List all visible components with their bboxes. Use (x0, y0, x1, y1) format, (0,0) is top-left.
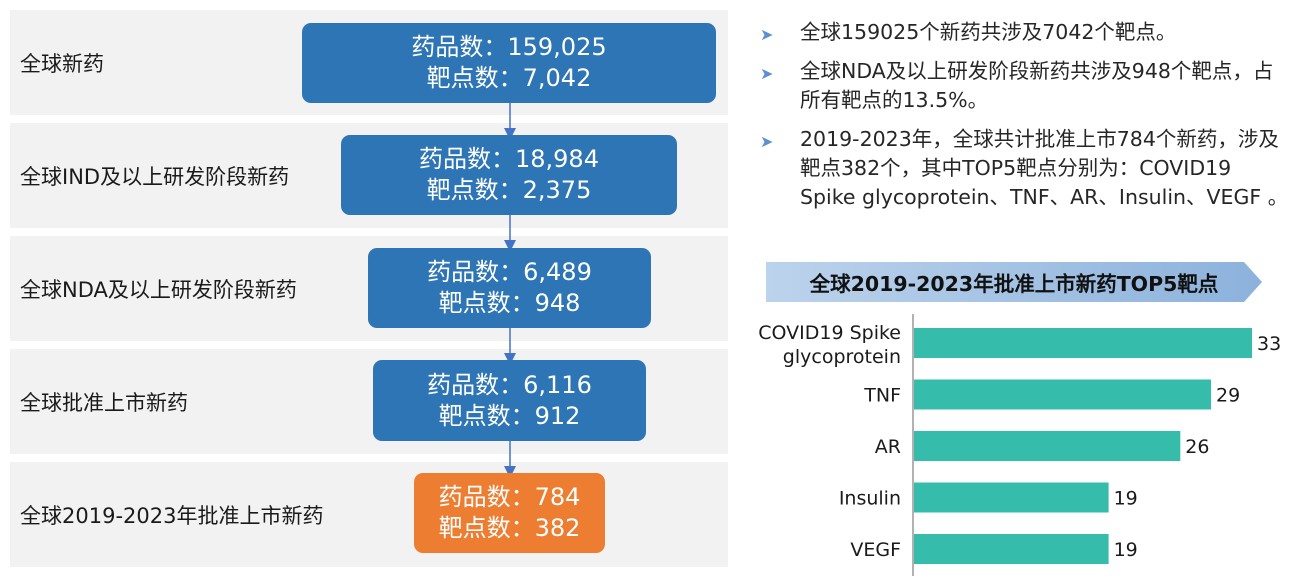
bar (914, 534, 1109, 564)
funnel-box-nda-stage: 药品数：6,489 靶点数：948 (368, 248, 651, 328)
top5-targets-bar-chart: 33 COVID19 Spike glycoprotein 29 TNF 26 AR 19 In… (758, 314, 1281, 576)
target-count: 靶点数：382 (438, 514, 581, 542)
category-label: VEGF (850, 539, 901, 561)
triangle-right-icon: ➤ (760, 132, 774, 151)
triangle-right-icon: ➤ (760, 64, 774, 83)
funnel-row-label: 全球2019-2023年批准上市新药 (20, 503, 324, 528)
bullet-item: ➤ 全球NDA及以上研发阶段新药共涉及948个靶点，占所有靶点的13.5%。 (760, 57, 1290, 115)
funnel-row-label: 全球IND及以上研发阶段新药 (20, 164, 290, 189)
bullet-text: 2019-2023年，全球共计批准上市784个新药，涉及靶点382个，其中TOP… (800, 127, 1289, 209)
funnel-connector-arrows (504, 103, 516, 478)
bullet-text: 全球NDA及以上研发阶段新药共涉及948个靶点，占所有靶点的13.5%。 (800, 59, 1274, 112)
funnel-box-approved: 药品数：6,116 靶点数：912 (373, 360, 646, 441)
data-label: 29 (1216, 385, 1240, 407)
target-count: 靶点数：7,042 (426, 64, 592, 92)
funnel-box-approved-2019-2023: 药品数：784 靶点数：382 (414, 473, 605, 553)
drug-count: 药品数：6,489 (427, 258, 592, 286)
bar (914, 482, 1109, 513)
target-count: 靶点数：2,375 (426, 176, 592, 204)
bullet-text: 全球159025个新药共涉及7042个靶点。 (800, 20, 1177, 44)
bar (914, 379, 1212, 410)
funnel-row-label: 全球批准上市新药 (20, 390, 188, 415)
funnel-box-ind-stage: 药品数：18,984 靶点数：2,375 (341, 135, 677, 215)
drug-count: 药品数：18,984 (419, 145, 599, 173)
funnel-row-label: 全球新药 (20, 51, 104, 76)
drug-count: 药品数：784 (438, 483, 581, 511)
drug-count: 药品数：159,025 (411, 33, 607, 61)
target-count: 靶点数：948 (438, 289, 581, 317)
category-label: Insulin (839, 488, 901, 510)
category-label: AR (875, 436, 901, 458)
funnel-row-label: 全球NDA及以上研发阶段新药 (20, 277, 297, 302)
data-label: 33 (1257, 333, 1281, 355)
bullet-item: ➤ 全球159025个新药共涉及7042个靶点。 (760, 18, 1290, 47)
bar (914, 328, 1252, 358)
bullet-item: ➤ 2019-2023年，全球共计批准上市784个新药，涉及靶点382个，其中T… (760, 125, 1290, 212)
drug-count: 药品数：6,116 (427, 370, 592, 399)
bar (914, 431, 1181, 461)
category-label: COVID19 Spike glycoprotein (758, 322, 901, 368)
funnel-box-global-new-drugs: 药品数：159,025 靶点数：7,042 (302, 23, 716, 103)
chart-title-banner: 全球2019-2023年批准上市新药TOP5靶点 (766, 262, 1262, 302)
data-label: 26 (1185, 436, 1209, 458)
data-label: 19 (1114, 488, 1138, 510)
funnel-row: 全球2019-2023年批准上市新药 (10, 462, 728, 567)
triangle-right-icon: ➤ (760, 25, 774, 44)
chart-title: 全球2019-2023年批准上市新药TOP5靶点 (809, 272, 1219, 296)
target-count: 靶点数：912 (438, 401, 581, 430)
bullet-list: ➤ 全球159025个新药共涉及7042个靶点。 ➤ 全球NDA及以上研发阶段新… (760, 18, 1290, 222)
category-label: TNF (863, 385, 901, 407)
data-label: 19 (1114, 539, 1138, 561)
